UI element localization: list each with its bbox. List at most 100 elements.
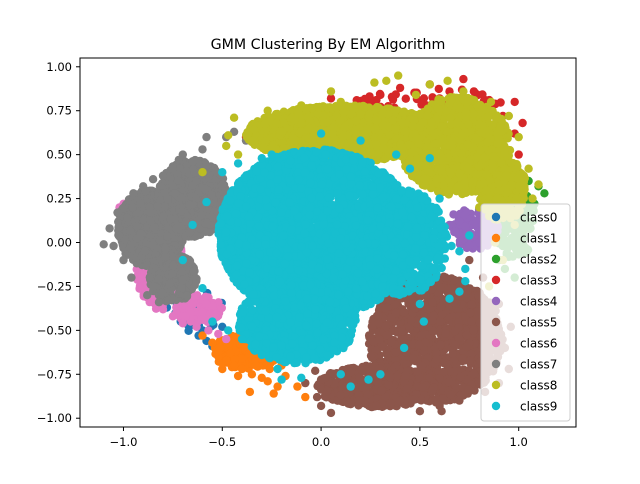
data-point [125,226,135,235]
data-point [336,391,345,400]
data-point [188,157,197,166]
data-point [158,305,168,314]
data-point [168,164,178,173]
data-point [157,288,167,298]
data-point [269,389,278,398]
data-point [441,329,450,338]
data-point [316,401,326,411]
data-point [222,356,231,365]
data-point [245,387,255,397]
data-point [381,322,391,331]
data-point [386,399,395,408]
data-point [204,326,213,335]
data-point [377,386,386,395]
data-point [165,279,174,288]
data-point [251,361,261,370]
data-point [518,118,527,128]
data-point [413,367,422,376]
data-point [374,311,383,320]
data-point [265,364,274,374]
data-point [360,396,369,405]
data-point [360,94,369,104]
data-point [113,208,122,217]
data-point [161,252,170,261]
data-point [137,273,146,282]
data-point [428,298,437,307]
data-point [448,349,457,358]
data-point [178,275,187,285]
data-point [146,208,155,217]
data-point [408,354,418,363]
data-point [202,299,211,308]
chart-title: GMM Clustering By EM Algorithm [211,37,446,53]
data-point [182,291,192,300]
data-point [355,373,364,382]
data-point [366,351,376,360]
data-point [385,373,395,382]
data-point [450,275,459,285]
data-point [449,210,458,219]
data-point [402,384,412,393]
data-point [326,408,336,418]
data-point [437,310,447,319]
data-point [263,377,272,386]
data-point [395,83,405,93]
data-point [446,390,456,399]
data-point [384,380,393,390]
data-point [135,283,144,293]
data-point [135,199,145,208]
data-point [233,371,243,381]
data-point [159,212,168,221]
data-point [459,74,468,84]
data-point [401,94,410,103]
data-point [469,369,479,379]
data-point [441,273,450,282]
data-point [168,312,178,321]
data-point [465,356,475,365]
data-point [198,315,207,324]
data-point [406,295,415,304]
data-point [200,184,210,194]
data-point [237,364,247,374]
data-point [158,171,168,180]
data-point [154,298,164,307]
data-point [173,176,183,185]
data-point [237,354,247,363]
data-point [163,194,172,204]
data-point [463,286,472,295]
data-point [153,202,163,211]
data-point [189,267,198,276]
data-point [247,370,257,379]
data-point [450,327,460,336]
data-point [464,385,473,394]
data-point [465,255,474,265]
data-point [455,217,464,226]
data-point [140,246,150,256]
data-point [301,392,310,402]
data-point [326,94,336,103]
data-point [202,132,211,142]
data-point [514,150,523,159]
data-point [109,241,118,251]
data-point [435,317,445,326]
data-point [346,367,356,377]
data-point [99,240,108,249]
data-point [414,340,424,349]
data-point [469,326,478,335]
data-point [218,364,227,374]
data-point [217,303,226,313]
data-point [202,218,212,228]
data-point [139,182,148,191]
data-point [192,322,201,331]
data-point [166,214,175,224]
points-layer [99,71,549,418]
data-point [391,348,401,357]
data-point [222,334,231,344]
data-point [170,189,180,198]
data-point [465,241,474,250]
data-point [460,211,469,220]
data-point [214,347,223,356]
data-point [450,340,460,349]
data-point [451,227,460,237]
